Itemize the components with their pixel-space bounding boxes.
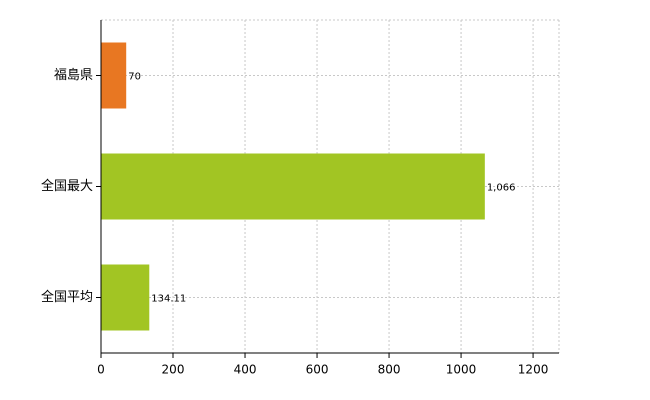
x-tick-label: 400	[234, 363, 257, 377]
y-tick-label: 全国平均	[41, 289, 93, 305]
value-label: 70	[128, 72, 141, 83]
value-label: 1,066	[487, 183, 516, 194]
y-tick-label: 全国最大	[41, 178, 93, 194]
y-tick-label: 福島県	[54, 68, 93, 83]
bar	[101, 264, 150, 331]
x-tick-label: 0	[97, 363, 105, 377]
value-label: 134.11	[151, 294, 186, 305]
x-tick-label: 1200	[518, 363, 549, 377]
x-tick-label: 600	[306, 363, 329, 377]
bar	[101, 153, 485, 220]
x-tick-label: 1000	[446, 363, 477, 377]
x-tick-label: 800	[378, 363, 401, 377]
bar	[101, 42, 127, 109]
x-tick-label: 200	[162, 363, 185, 377]
